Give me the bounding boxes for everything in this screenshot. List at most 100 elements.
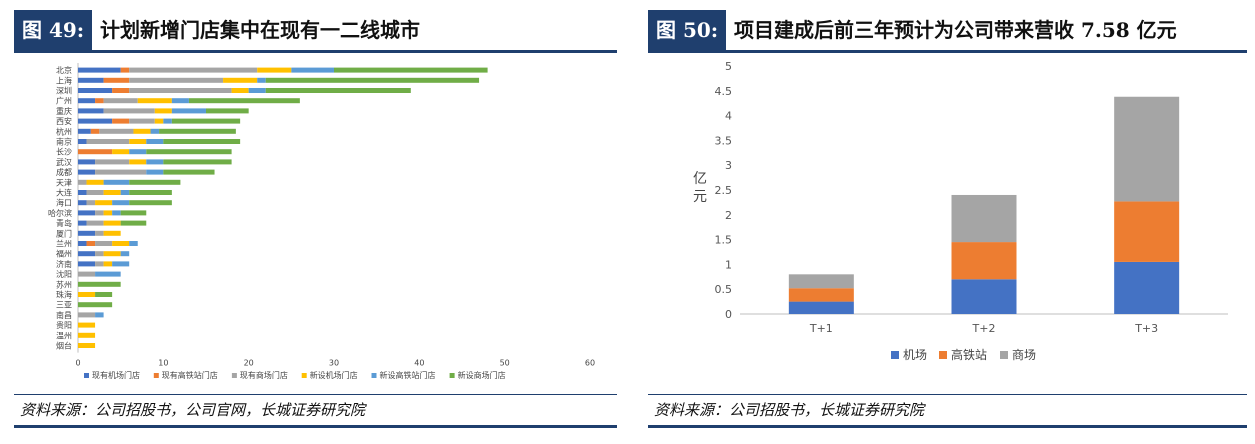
bar-segment [86, 179, 104, 185]
bar-segment [103, 230, 121, 236]
bar-segment [129, 77, 224, 83]
category-label: 重庆 [56, 106, 72, 116]
y-tick-label: 0.5 [715, 283, 733, 296]
x-tick-label: 30 [329, 359, 339, 368]
bar-segment [133, 128, 151, 134]
category-label: 兰州 [56, 239, 72, 249]
bar-segment [95, 292, 113, 297]
bar-segment [78, 302, 113, 308]
bar-segment [95, 200, 113, 206]
bar-segment [146, 159, 164, 165]
category-label: 贵阳 [56, 320, 72, 330]
bar-segment [1114, 96, 1180, 202]
bar-segment [78, 210, 96, 216]
bar-segment [146, 139, 164, 144]
bar-segment [129, 88, 232, 93]
left-figure-panel: 图 49: 计划新增门店集中在现有一二线城市 北京 上海 深圳 广州 重庆 西安 杭州 南京长… [0, 0, 625, 444]
bar-segment [231, 88, 249, 93]
bar-segment [78, 128, 91, 134]
legend-swatch [301, 373, 307, 378]
bar-segment [86, 220, 104, 226]
bar-segment [150, 128, 160, 134]
bar-segment [129, 139, 147, 144]
category-label: 福州 [56, 250, 72, 259]
bar-segment [248, 88, 266, 93]
bar-segment [146, 149, 232, 155]
right-chart-area: 0 0.5 1 1.5 2 2.5 3 3.5 4 4.5 5 亿元 T+1 T+2 T+3 机场 高铁站 商场 [648, 53, 1247, 393]
legend-swatch [153, 373, 159, 378]
bar-segment [95, 261, 104, 267]
x-tick-label: T+2 [972, 322, 996, 335]
category-label: 南京 [56, 137, 72, 147]
bar-segment [112, 241, 130, 246]
x-tick-label: 20 [244, 359, 254, 368]
bar-segment [86, 241, 96, 246]
bar-segment [163, 139, 241, 144]
y-tick-label: 5 [725, 60, 732, 73]
bar-segment [78, 312, 96, 318]
category-label: 烟台 [56, 341, 72, 351]
bar-segment [257, 77, 266, 83]
bar-segment [78, 118, 113, 124]
bar-segment [788, 274, 854, 289]
bar-segment [95, 169, 147, 175]
bar-segment [78, 332, 96, 338]
category-label: 广州 [56, 96, 72, 106]
category-label: 杭州 [56, 126, 72, 136]
legend-swatch [891, 351, 899, 359]
bar-segment [103, 108, 155, 114]
bar-segment [171, 108, 206, 114]
y-tick-label: 2 [725, 209, 732, 222]
category-label: 厦门 [56, 228, 72, 238]
right-figure-title: 项目建成后前三年预计为公司带来营收 7.58 亿元 [734, 18, 1177, 42]
y-axis-label: 元 [693, 189, 707, 205]
bar-segment [206, 108, 249, 114]
category-label: 深圳 [56, 86, 72, 96]
category-label: 西安 [56, 116, 72, 126]
bar-segment [129, 179, 181, 185]
legend-label: 现有商场门店 [240, 370, 288, 380]
bar-segment [171, 98, 189, 104]
bar-segment [137, 98, 172, 104]
x-tick-label: 0 [75, 359, 80, 368]
bar-segment [112, 261, 130, 267]
y-tick-label: 3 [725, 159, 732, 172]
bar-segment [95, 210, 104, 216]
bar-segment [103, 251, 121, 257]
x-tick-label: T+3 [1134, 322, 1158, 335]
bar-segment [951, 279, 1017, 314]
y-tick-label: 3.5 [715, 134, 733, 147]
bar-segment [129, 118, 155, 124]
y-tick-label: 1 [725, 258, 732, 271]
category-label: 沈阳 [56, 269, 72, 279]
bar-segment [163, 169, 215, 175]
bar-segment [103, 210, 113, 216]
bar-segment [78, 108, 104, 114]
left-figure-label: 图 49: [14, 10, 93, 50]
bar-segment [1114, 201, 1180, 262]
bar-segment [78, 261, 96, 267]
right-source-bar: 资料来源：公司招股书，长城证券研究院 [648, 394, 1247, 428]
bar-segment [95, 312, 104, 318]
legend-label: 商场 [1012, 347, 1036, 362]
bar-segment [291, 67, 334, 73]
bar-segment [78, 200, 87, 206]
bar-segment [788, 301, 854, 314]
left-source-bar: 资料来源：公司招股书，公司官网，长城证券研究院 [14, 394, 617, 428]
bar-segment [78, 139, 87, 144]
legend-swatch [449, 373, 455, 378]
right-figure-panel: 图 50: 项目建成后前三年预计为公司带来营收 7.58 亿元 0 0.5 1 1.5… [634, 0, 1255, 444]
bar-segment [171, 118, 241, 124]
y-tick-label: 2.5 [715, 184, 733, 197]
left-source-text: 资料来源：公司招股书，公司官网，长城证券研究院 [20, 401, 366, 419]
bar-segment [78, 251, 96, 257]
category-label: 南昌 [56, 310, 72, 320]
bar-segment [129, 67, 258, 73]
bar-segment [78, 292, 96, 297]
bar-segment [112, 149, 130, 155]
bar-segment [86, 190, 104, 195]
y-tick-label: 4 [725, 110, 732, 123]
x-tick-label: 40 [414, 359, 424, 368]
category-label: 武汉 [56, 157, 72, 167]
right-figure-label: 图 50: [648, 10, 727, 50]
